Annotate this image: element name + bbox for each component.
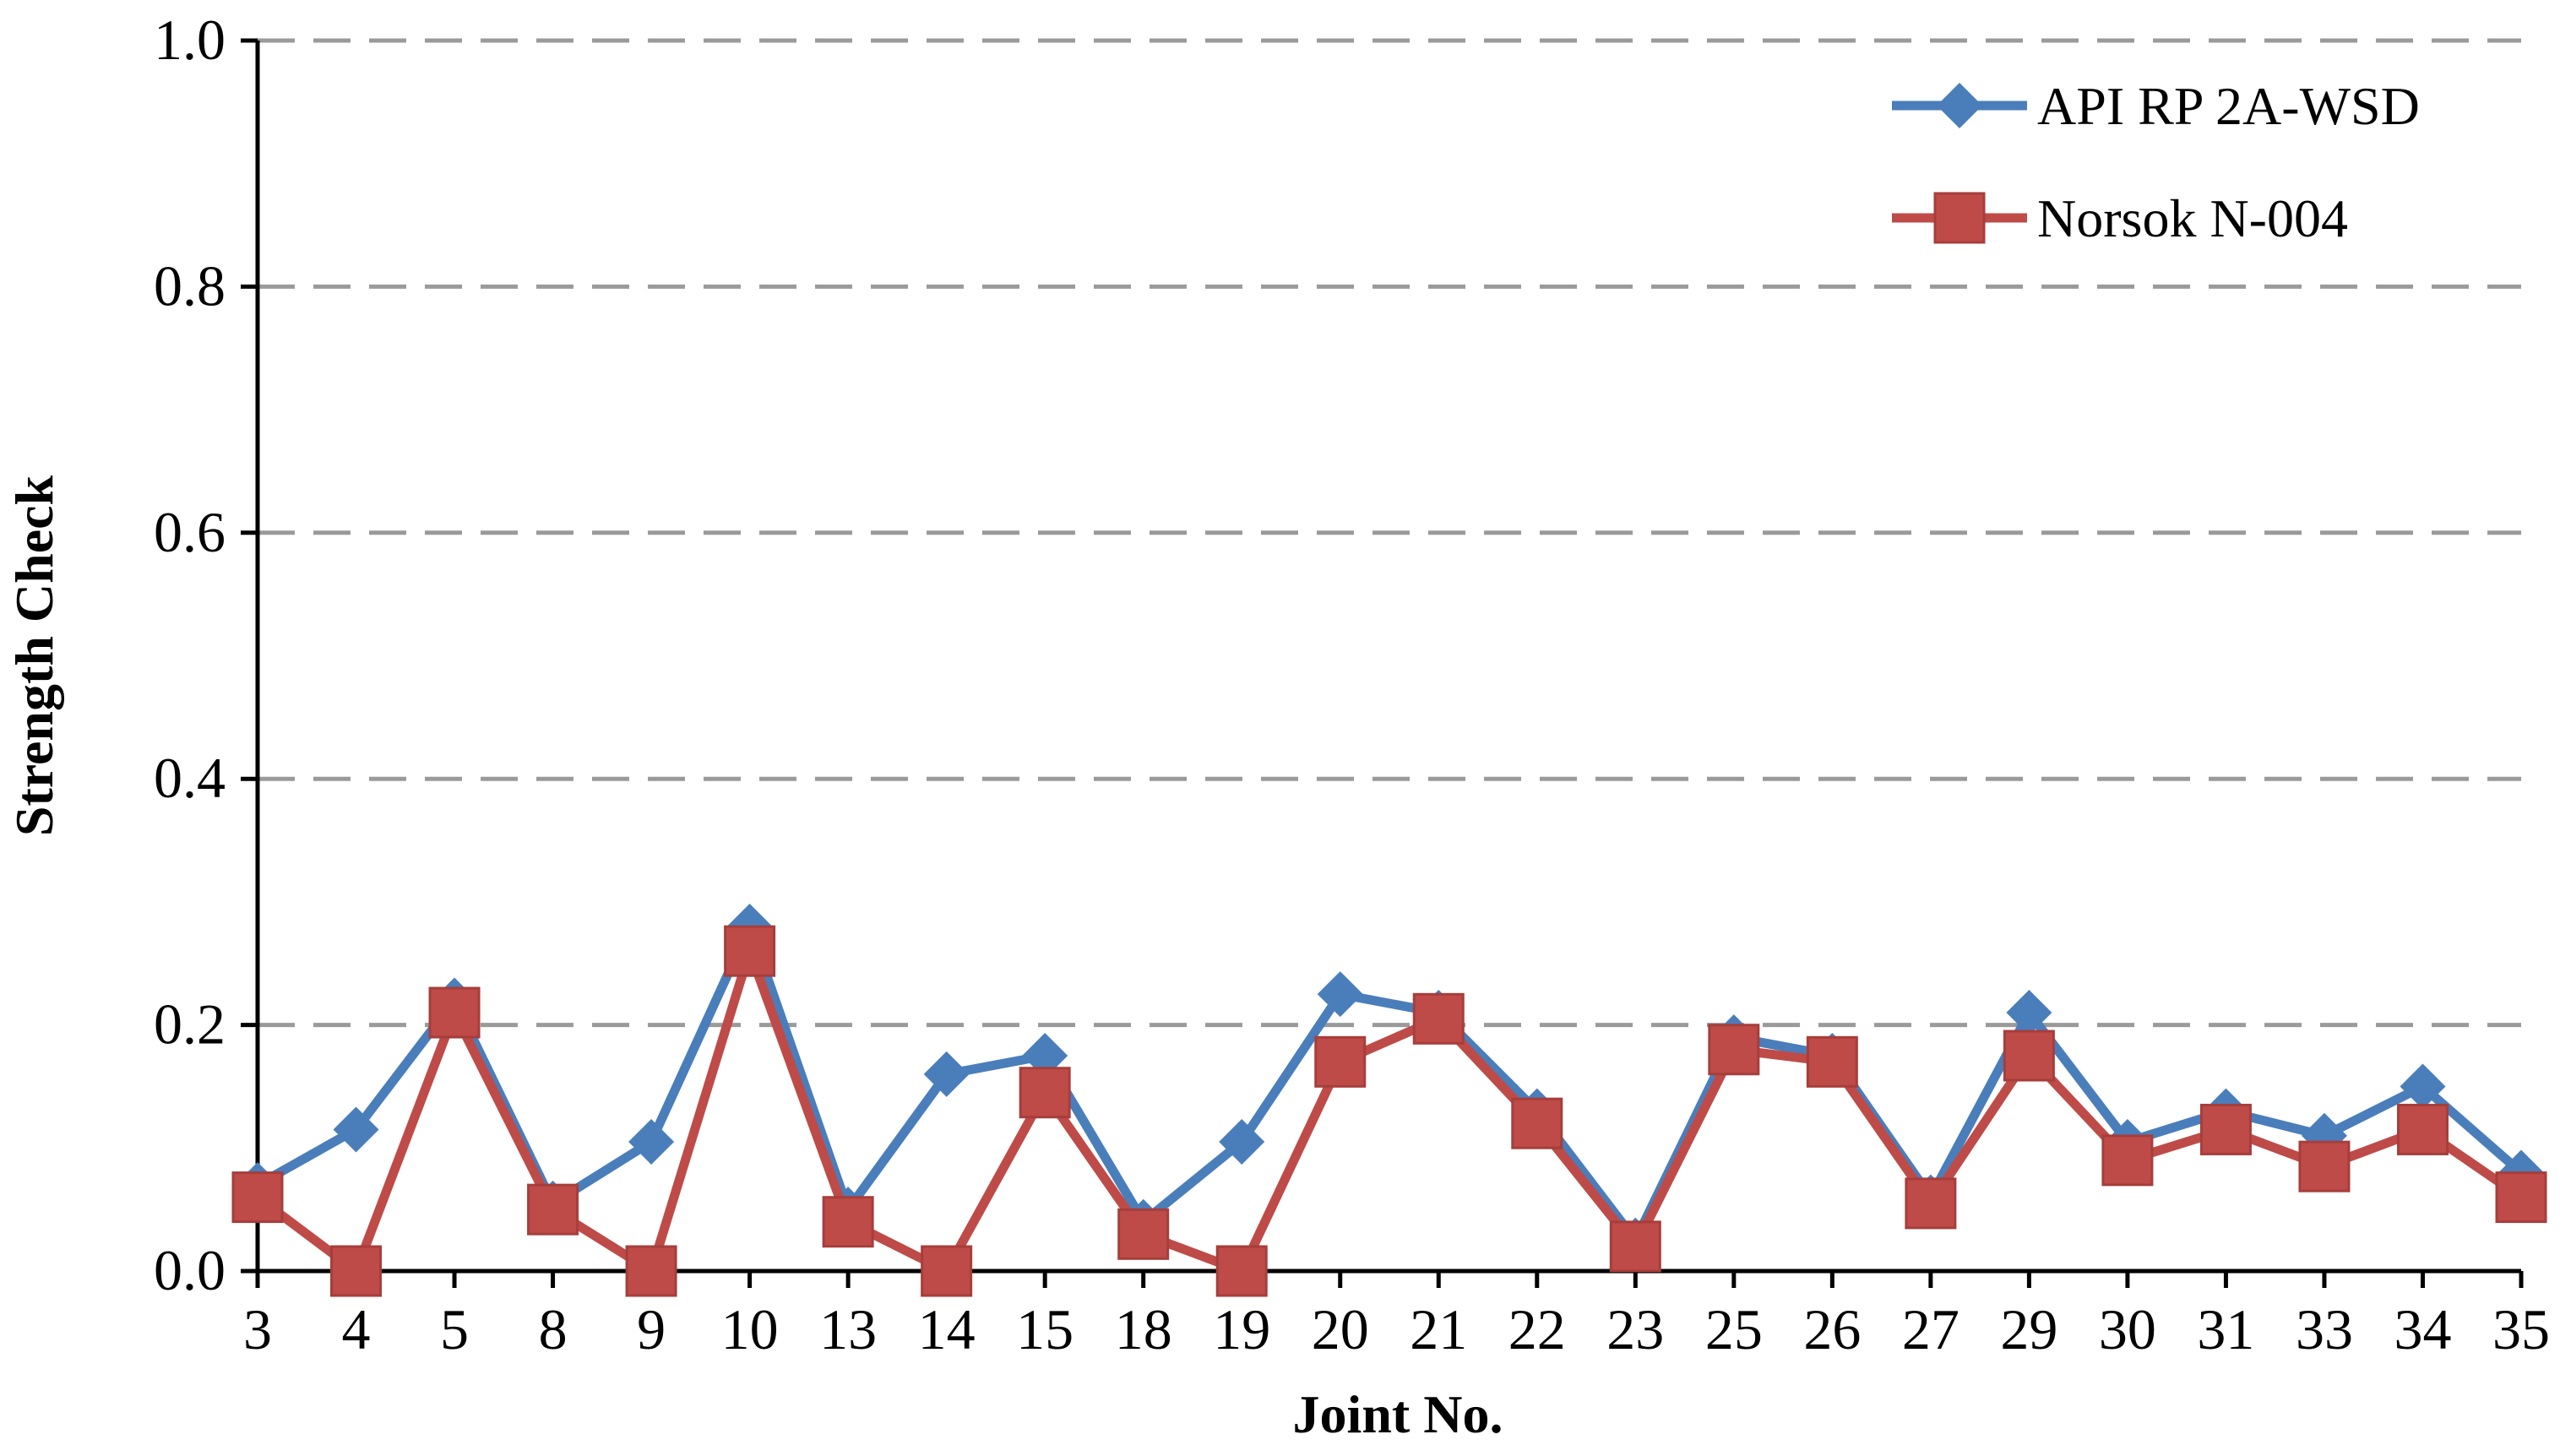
- series-0-point-4: [333, 1106, 379, 1153]
- series-1-point-19: [1215, 1245, 1268, 1297]
- x-tick-label-18: 18: [1115, 1297, 1172, 1361]
- x-tick-label-9: 9: [637, 1297, 666, 1361]
- legend-marker-0: [1937, 83, 1982, 128]
- series-1-point-9: [625, 1245, 677, 1297]
- series-1-point-35: [2495, 1171, 2547, 1224]
- x-tick-label-14: 14: [918, 1297, 976, 1361]
- y-axis-title: Strength Check: [4, 475, 64, 836]
- series-0: [235, 904, 2544, 1263]
- series-1: [231, 925, 2547, 1297]
- x-tick-label-35: 35: [2492, 1297, 2550, 1361]
- y-tick-label-1.0: 1.0: [154, 8, 226, 72]
- x-tick-label-13: 13: [819, 1297, 877, 1361]
- series-1-point-25: [1708, 1024, 1760, 1076]
- legend-label-0: API RP 2A-WSD: [2037, 76, 2420, 136]
- legend: API RP 2A-WSD Norsok N-004: [1892, 76, 2420, 248]
- series-0-point-34: [2400, 1063, 2446, 1110]
- y-tick-label-0.4: 0.4: [154, 746, 226, 810]
- series-0-point-14: [923, 1051, 970, 1097]
- series-1-point-30: [2101, 1134, 2154, 1187]
- series-1-point-18: [1117, 1208, 1170, 1260]
- x-axis-title: Joint No.: [1293, 1384, 1503, 1444]
- x-tick-label-22: 22: [1508, 1297, 1566, 1361]
- x-tick-label-33: 33: [2296, 1297, 2353, 1361]
- y-tick-label-0.8: 0.8: [154, 253, 226, 318]
- x-tick-label-5: 5: [440, 1297, 469, 1361]
- x-tick-label-25: 25: [1705, 1297, 1763, 1361]
- x-tick-label-31: 31: [2197, 1297, 2254, 1361]
- x-tick-label-19: 19: [1213, 1297, 1270, 1361]
- series-1-point-8: [527, 1183, 579, 1236]
- series-line-0: [255, 921, 2525, 1246]
- series-1-point-14: [921, 1245, 973, 1297]
- series-1-point-5: [428, 986, 481, 1039]
- series-1-point-21: [1412, 992, 1465, 1045]
- x-tick-label-8: 8: [539, 1297, 568, 1361]
- series-0-point-29: [2006, 990, 2052, 1036]
- series-1-point-10: [724, 925, 776, 977]
- y-tick-label-0.0: 0.0: [154, 1238, 226, 1302]
- x-tick-label-23: 23: [1606, 1297, 1664, 1361]
- series-1-point-3: [231, 1171, 284, 1224]
- legend-marker-1: [1933, 192, 1986, 244]
- series-0-point-19: [1219, 1119, 1265, 1165]
- x-tick-labels: 3 4 5 8 9 10 13 14 15 18 19 20 21 22 23 25 26 27 29 30 31 33 3…: [243, 1271, 2550, 1361]
- y-gridlines: [258, 38, 2521, 1028]
- x-tick-label-15: 15: [1016, 1297, 1074, 1361]
- series-layer: [231, 904, 2547, 1297]
- series-0-point-9: [628, 1119, 675, 1165]
- series-0-point-20: [1317, 971, 1363, 1018]
- x-tick-label-29: 29: [2000, 1297, 2057, 1361]
- x-tick-label-20: 20: [1312, 1297, 1369, 1361]
- series-1-point-26: [1806, 1035, 1858, 1088]
- x-tick-label-3: 3: [243, 1297, 272, 1361]
- series-1-point-34: [2396, 1103, 2449, 1155]
- x-tick-label-4: 4: [342, 1297, 371, 1361]
- x-tick-label-21: 21: [1410, 1297, 1467, 1361]
- x-tick-label-34: 34: [2394, 1297, 2451, 1361]
- series-1-point-15: [1019, 1067, 1071, 1119]
- series-1-point-22: [1511, 1097, 1563, 1149]
- series-1-point-27: [1905, 1177, 1957, 1230]
- y-tick-label-0.2: 0.2: [154, 992, 226, 1057]
- y-tick-label-0.6: 0.6: [154, 500, 226, 564]
- series-1-point-4: [330, 1245, 383, 1297]
- legend-label-1: Norsok N-004: [2037, 188, 2348, 248]
- series-1-point-29: [2003, 1030, 2055, 1082]
- x-tick-label-30: 30: [2099, 1297, 2156, 1361]
- series-1-point-23: [1609, 1220, 1661, 1273]
- x-tick-label-10: 10: [721, 1297, 779, 1361]
- series-1-point-13: [822, 1196, 874, 1248]
- series-1-point-20: [1314, 1035, 1367, 1088]
- y-tick-labels: 0.0 0.2 0.4 0.6 0.8 1.0: [154, 8, 258, 1302]
- series-1-point-31: [2199, 1103, 2252, 1155]
- x-tick-label-27: 27: [1902, 1297, 1960, 1361]
- series-1-point-33: [2298, 1140, 2351, 1193]
- x-tick-label-26: 26: [1803, 1297, 1861, 1361]
